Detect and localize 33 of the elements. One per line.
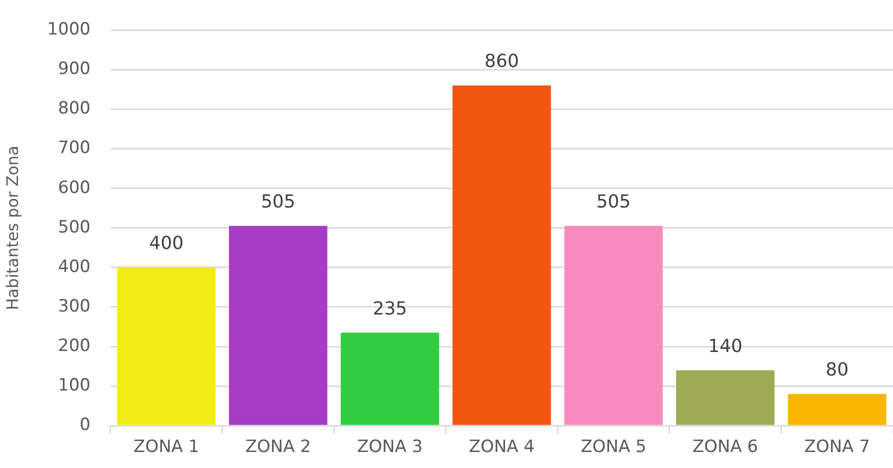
y-axis-title: Habitantes por Zona (2, 146, 22, 310)
y-tick-label: 900 (58, 59, 90, 80)
bar (788, 394, 886, 425)
y-tick-label: 200 (58, 336, 90, 356)
data-label: 505 (596, 192, 631, 213)
y-tick-label: 500 (58, 217, 90, 238)
bar (676, 370, 774, 425)
bar (228, 226, 328, 425)
x-tick-label: ZONA 2 (245, 437, 311, 458)
y-tick-label: 600 (58, 178, 90, 198)
data-label: 80 (826, 360, 849, 381)
data-label: 860 (484, 51, 519, 72)
x-tick-label: ZONA 3 (357, 437, 423, 458)
data-label: 505 (260, 192, 296, 213)
x-tick-label: ZONA 4 (468, 437, 535, 458)
data-label: 235 (372, 298, 408, 320)
x-tick-label: ZONA 7 (804, 437, 870, 458)
y-tick-label: 300 (58, 296, 90, 316)
y-tick-label: 0 (80, 415, 90, 436)
y-tick-label: 400 (58, 256, 90, 277)
bar (340, 332, 440, 425)
y-tick-label: 1000 (47, 20, 90, 40)
bar (564, 226, 663, 425)
data-label: 140 (708, 336, 742, 357)
bar (452, 86, 551, 425)
x-tick-label: ZONA 6 (692, 437, 758, 458)
y-tick-label: 100 (58, 375, 90, 396)
bar (117, 267, 216, 425)
y-tick-label: 700 (58, 138, 90, 158)
x-tick-label: ZONA 5 (580, 437, 646, 458)
x-tick-label: ZONA 1 (134, 437, 200, 458)
data-label: 400 (149, 233, 184, 254)
y-tick-label: 800 (58, 98, 90, 119)
